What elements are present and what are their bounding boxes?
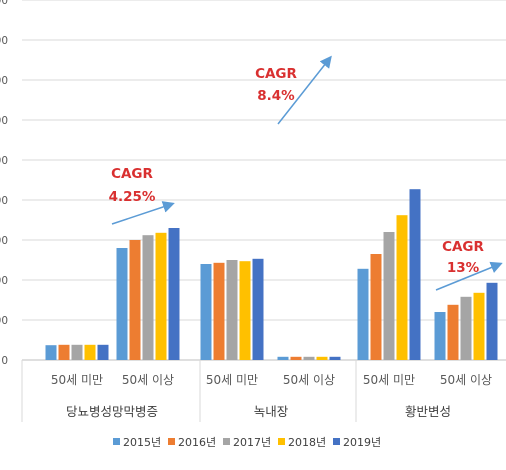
category-label: 50세 이상 xyxy=(440,373,492,387)
bar xyxy=(409,189,421,360)
legend-swatch xyxy=(278,438,285,445)
legend-label: 2017년 xyxy=(233,436,271,449)
cagr-title: CAGR xyxy=(111,166,153,182)
cagr-title: CAGR xyxy=(255,66,297,82)
legend-swatch xyxy=(168,438,175,445)
y-tick-label: 900 xyxy=(0,0,8,7)
bar xyxy=(142,235,154,360)
y-tick-label: 400 xyxy=(0,195,8,207)
y-tick-label: 100 xyxy=(0,315,8,327)
bar xyxy=(226,260,238,360)
bar xyxy=(45,345,57,360)
cagr-arrow xyxy=(111,201,175,225)
group-label: 녹내장 xyxy=(254,404,289,419)
y-tick-label: 200 xyxy=(0,275,8,287)
legend-swatch xyxy=(333,438,340,445)
bar xyxy=(357,268,369,360)
cagr-value: 13% xyxy=(447,260,480,276)
legend-label: 2019년 xyxy=(343,436,381,449)
bar xyxy=(97,344,109,360)
bar xyxy=(200,264,212,360)
cagr-title: CAGR xyxy=(442,239,484,255)
bar xyxy=(396,215,408,360)
category-labels: 50세 미만 50세 이상 50세 미만 50세 이상 50세 미만 50세 이상 xyxy=(51,373,492,387)
cagr-value: 4.25% xyxy=(109,189,156,205)
group-label: 황반변성 xyxy=(405,404,451,419)
legend-swatch xyxy=(223,438,230,445)
category-label: 50세 미만 xyxy=(206,373,258,387)
category-label: 50세 이상 xyxy=(283,373,335,387)
legend-swatch xyxy=(113,438,120,445)
legend-label: 2016년 xyxy=(178,436,216,449)
cagr-arrow xyxy=(435,261,503,291)
bar xyxy=(486,282,498,360)
bars xyxy=(45,189,498,360)
bar xyxy=(329,356,341,360)
legend-label: 2015년 xyxy=(123,436,161,449)
cagr-annotations: CAGR 4.25% CAGR 8.4% CAGR 13% xyxy=(109,55,503,291)
cagr-arrow xyxy=(277,55,332,125)
group-labels: 당뇨병성망막병증 녹내장 황반변성 xyxy=(21,360,451,422)
bar xyxy=(290,356,302,360)
bar xyxy=(460,296,472,360)
y-tick-label: 600 xyxy=(0,115,8,127)
bar xyxy=(277,356,289,360)
bar xyxy=(252,258,264,360)
y-axis-ticks: 0 100 200 300 400 500 600 700 800 900 xyxy=(0,0,8,367)
category-label: 50세 미만 xyxy=(51,373,103,387)
bar xyxy=(239,261,251,360)
bar xyxy=(129,240,141,360)
bar xyxy=(71,344,83,360)
y-tick-label: 800 xyxy=(0,35,8,47)
bar xyxy=(303,356,315,360)
legend-label: 2018년 xyxy=(288,436,326,449)
category-label: 50세 미만 xyxy=(363,373,415,387)
y-tick-label: 500 xyxy=(0,155,8,167)
bar xyxy=(370,254,382,360)
cagr-value: 8.4% xyxy=(257,88,295,104)
bar xyxy=(434,312,446,360)
y-tick-label: 300 xyxy=(0,235,8,247)
gridlines xyxy=(22,0,506,361)
bar xyxy=(447,304,459,360)
category-label: 50세 이상 xyxy=(122,373,174,387)
bar xyxy=(58,344,70,360)
bar xyxy=(473,292,485,360)
bar xyxy=(213,262,225,360)
bar xyxy=(316,356,328,360)
bar xyxy=(168,228,180,360)
bar xyxy=(84,344,96,360)
group-label: 당뇨병성망막병증 xyxy=(66,404,158,419)
bar xyxy=(383,232,395,360)
y-tick-label: 700 xyxy=(0,75,8,87)
y-tick-label: 0 xyxy=(1,355,8,367)
bar xyxy=(116,248,128,360)
legend: 2015년 2016년 2017년 2018년 2019년 xyxy=(113,436,381,449)
bar xyxy=(155,232,167,360)
